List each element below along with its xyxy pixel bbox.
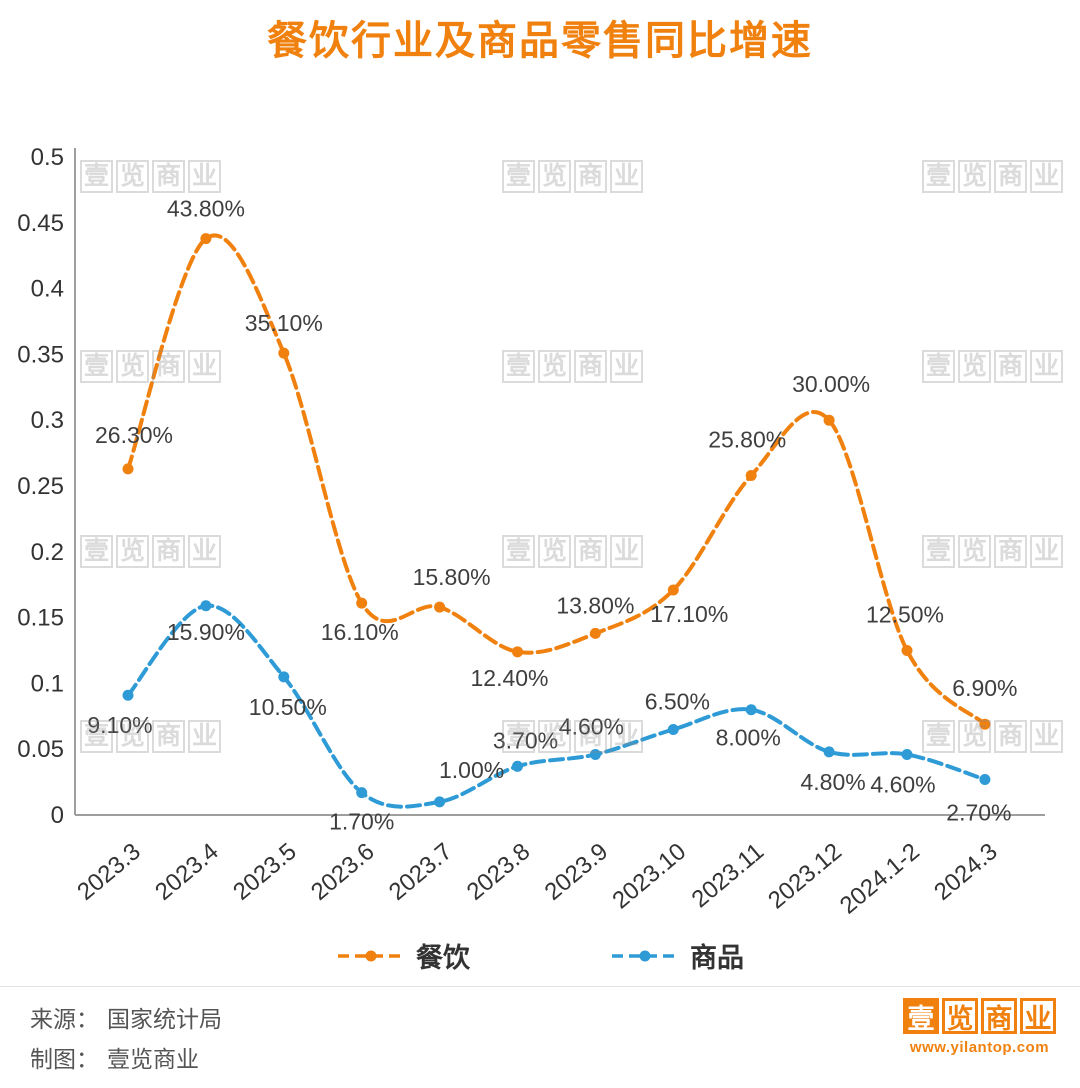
logo-char: 览 bbox=[942, 998, 978, 1034]
svg-text:0.15: 0.15 bbox=[17, 605, 64, 632]
logo-char: 业 bbox=[1020, 998, 1056, 1034]
legend-label-goods: 商品 bbox=[690, 943, 744, 973]
svg-text:2023.11: 2023.11 bbox=[687, 838, 769, 913]
svg-text:2023.8: 2023.8 bbox=[462, 838, 536, 906]
svg-text:4.80%: 4.80% bbox=[800, 769, 865, 795]
svg-text:0.45: 0.45 bbox=[17, 210, 64, 237]
svg-text:0.2: 0.2 bbox=[31, 539, 64, 566]
svg-text:0.3: 0.3 bbox=[31, 407, 64, 434]
svg-text:16.10%: 16.10% bbox=[321, 619, 399, 645]
legend-item-catering: 餐饮 bbox=[336, 936, 470, 975]
svg-text:0.4: 0.4 bbox=[31, 276, 64, 303]
svg-text:2024.1-2: 2024.1-2 bbox=[835, 838, 925, 920]
svg-text:4.60%: 4.60% bbox=[559, 713, 624, 739]
maker-label: 制图： bbox=[30, 1046, 99, 1072]
page-title: 餐饮行业及商品零售同比增速 bbox=[267, 19, 813, 63]
svg-text:2023.9: 2023.9 bbox=[540, 838, 614, 906]
svg-text:2023.3: 2023.3 bbox=[72, 838, 146, 906]
svg-text:2023.5: 2023.5 bbox=[228, 838, 302, 906]
svg-text:15.80%: 15.80% bbox=[413, 564, 491, 590]
svg-text:30.00%: 30.00% bbox=[792, 371, 870, 397]
svg-text:0.25: 0.25 bbox=[17, 473, 64, 500]
svg-text:2023.4: 2023.4 bbox=[150, 838, 224, 906]
svg-text:0.05: 0.05 bbox=[17, 736, 64, 763]
brand-logo: 壹览商业 www.yilantop.com bbox=[903, 998, 1056, 1056]
svg-text:0: 0 bbox=[51, 802, 64, 829]
source-label: 来源： bbox=[30, 1006, 99, 1032]
svg-text:43.80%: 43.80% bbox=[167, 196, 245, 222]
svg-text:12.50%: 12.50% bbox=[866, 602, 944, 628]
brand-logo-url: www.yilantop.com bbox=[909, 1039, 1050, 1056]
series-商品: 9.10%15.90%10.50%1.70%1.00%3.70%4.60%6.5… bbox=[87, 600, 1012, 835]
svg-text:0.1: 0.1 bbox=[31, 670, 64, 697]
svg-text:2023.10: 2023.10 bbox=[607, 838, 691, 914]
svg-text:0.35: 0.35 bbox=[17, 341, 64, 368]
footer-source: 来源： 国家统计局 bbox=[30, 1000, 222, 1034]
svg-text:6.90%: 6.90% bbox=[952, 675, 1017, 701]
svg-text:10.50%: 10.50% bbox=[249, 694, 327, 720]
source-value: 国家统计局 bbox=[107, 1006, 222, 1032]
svg-text:13.80%: 13.80% bbox=[556, 592, 634, 618]
catering-line-marker-icon bbox=[338, 950, 404, 961]
svg-text:26.30%: 26.30% bbox=[95, 422, 173, 448]
svg-text:2023.7: 2023.7 bbox=[384, 838, 458, 906]
svg-text:15.90%: 15.90% bbox=[167, 619, 245, 645]
svg-text:12.40%: 12.40% bbox=[470, 665, 548, 691]
svg-text:2.70%: 2.70% bbox=[946, 799, 1011, 825]
maker-value: 壹览商业 bbox=[107, 1046, 199, 1072]
brand-logo-wordmark: 壹览商业 bbox=[903, 998, 1056, 1034]
footer-divider bbox=[0, 986, 1080, 987]
svg-text:2024.3: 2024.3 bbox=[929, 838, 1003, 906]
svg-text:17.10%: 17.10% bbox=[650, 601, 728, 627]
svg-text:2023.6: 2023.6 bbox=[306, 838, 380, 906]
goods-line-marker-icon bbox=[612, 950, 678, 961]
line-chart: 0 0.05 0.1 0.15 0.2 0.25 0.3 0.35 0.4 0.45 0.5 2023… bbox=[17, 144, 1045, 920]
svg-text:2023.12: 2023.12 bbox=[763, 838, 847, 914]
svg-text:1.00%: 1.00% bbox=[439, 757, 504, 783]
svg-text:1.70%: 1.70% bbox=[329, 809, 394, 835]
svg-text:3.70%: 3.70% bbox=[493, 727, 558, 753]
chart-legend: 餐饮 商品 bbox=[0, 936, 1080, 975]
svg-text:4.60%: 4.60% bbox=[870, 771, 935, 797]
series-餐饮: 26.30% 43.80% 35.10% 16.10% 15.80% 12.40% 13.8… bbox=[95, 196, 1018, 730]
legend-label-catering: 餐饮 bbox=[416, 943, 470, 973]
svg-text:25.80%: 25.80% bbox=[708, 426, 786, 452]
logo-char: 商 bbox=[981, 998, 1017, 1034]
legend-item-goods: 商品 bbox=[610, 936, 744, 975]
svg-text:6.50%: 6.50% bbox=[645, 688, 710, 714]
svg-text:8.00%: 8.00% bbox=[716, 725, 781, 751]
svg-text:0.5: 0.5 bbox=[31, 144, 64, 171]
footer-maker: 制图： 壹览商业 bbox=[30, 1040, 199, 1074]
logo-char: 壹 bbox=[903, 998, 939, 1034]
svg-text:35.10%: 35.10% bbox=[245, 310, 323, 336]
svg-text:9.10%: 9.10% bbox=[87, 712, 152, 738]
